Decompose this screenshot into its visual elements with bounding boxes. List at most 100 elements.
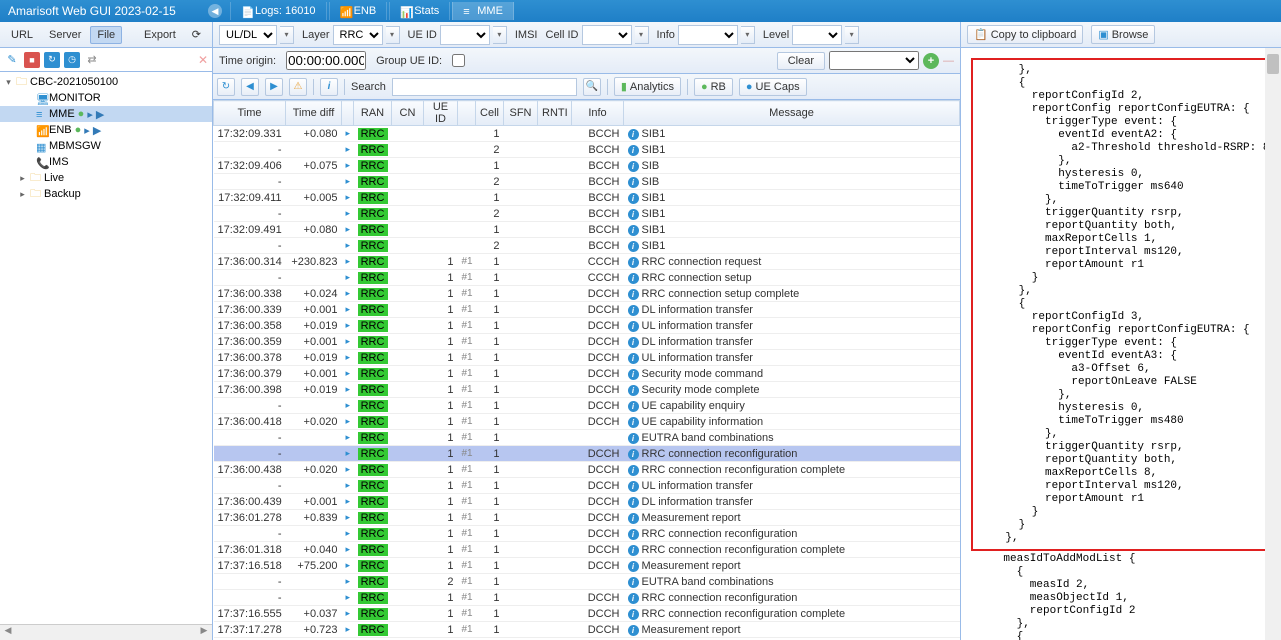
ueid-filter[interactable]: UE ID ▾ [408,25,507,45]
search-input[interactable] [392,78,577,96]
table-row[interactable]: 17:32:09.406+0.075▸RRC1BCCHiSIB [214,158,960,174]
analytics-button[interactable]: ▮Analytics [614,77,681,96]
tab-logs-16010[interactable]: 📄Logs: 16010 [230,2,327,20]
copy-clipboard-button[interactable]: 📋Copy to clipboard [967,25,1083,44]
imsi-filter[interactable]: IMSI [515,29,538,41]
cellid-filter[interactable]: Cell ID ▾ [546,25,649,45]
wand-icon[interactable]: ✎ [4,52,20,68]
sidebar-icon-toolbar: ✎ ■ ↻ ◷ ⇄ ✕ [0,48,212,72]
prev-icon[interactable]: ◀ [241,78,259,96]
link-icon[interactable]: ⇄ [84,52,100,68]
table-row[interactable]: 17:36:00.359+0.001▸RRC1#11DCCHiDL inform… [214,334,960,350]
table-row[interactable]: -▸RRC1#11CCCHiRRC connection setup [214,270,960,286]
info-icon: i [628,193,639,204]
col-header-time-diff[interactable]: Time diff [286,101,342,126]
table-row[interactable]: -▸RRC1#11DCCHiRRC connection reconfigura… [214,590,960,606]
table-row[interactable]: 17:36:00.438+0.020▸RRC1#11DCCHiRRC conne… [214,462,960,478]
table-row[interactable]: -▸RRC1#11DCCHiRRC connection reconfigura… [214,526,960,542]
col-header-info[interactable]: Info [572,101,624,126]
table-row[interactable]: 17:36:00.314+230.823▸RRC1#11CCCHiRRC con… [214,254,960,270]
uecaps-button[interactable]: ●UE Caps [739,78,807,96]
detail-code-wrap[interactable]: }, { reportConfigId 2, reportConfig repo… [961,48,1281,640]
table-row[interactable]: 17:32:09.491+0.080▸RRC1BCCHiSIB1 [214,222,960,238]
tab-stats[interactable]: 📊Stats [389,2,450,20]
add-filter-icon[interactable]: + [923,53,939,69]
col-header-arrow[interactable] [342,101,354,126]
uldl-filter[interactable]: UL/DL▾ [219,25,294,45]
next-icon[interactable]: ▶ [265,78,283,96]
table-row[interactable]: 17:36:00.439+0.001▸RRC1#11DCCHiDL inform… [214,494,960,510]
table-row[interactable]: -▸RRC2#11iEUTRA band combinations [214,574,960,590]
table-row[interactable]: 17:32:09.331+0.080▸RRC1BCCHiSIB1 [214,126,960,142]
table-row[interactable]: 17:36:01.278+0.839▸RRC1#11DCCHiMeasureme… [214,510,960,526]
time-origin-input[interactable] [286,51,366,70]
tree-node-monitor[interactable]: 🖥 MONITOR [0,90,212,106]
clear-history[interactable] [829,51,919,70]
col-header-ue-id[interactable]: UE ID [424,101,458,126]
file-button[interactable]: File [90,26,122,44]
tab-enb[interactable]: 📶ENB [329,2,388,20]
layer-filter[interactable]: Layer RRC▾ [302,25,400,45]
url-button[interactable]: URL [4,26,40,44]
col-header-cell[interactable]: Cell [476,101,504,126]
clear-button[interactable]: Clear [777,52,825,70]
rb-button[interactable]: ●RB [694,78,733,96]
col-header-cn[interactable]: CN [392,101,424,126]
table-row[interactable]: 17:37:17.278+0.723▸RRC1#11DCCHiMeasureme… [214,622,960,638]
info-filter[interactable]: Info ▾ [657,25,755,45]
table-row[interactable]: -▸RRC1#11DCCHiUL information transfer [214,478,960,494]
warning-icon[interactable]: ⚠ [289,78,307,96]
remove-filter-icon[interactable]: — [943,55,954,67]
info-icon: i [628,497,639,508]
table-row[interactable]: -▸RRC2BCCHiSIB1 [214,142,960,158]
col-header-message[interactable]: Message [624,101,960,126]
col-header-time[interactable]: Time [214,101,286,126]
table-row[interactable]: 17:36:00.358+0.019▸RRC1#11DCCHiUL inform… [214,318,960,334]
table-row[interactable]: -▸RRC2BCCHiSIB [214,174,960,190]
refresh-icon[interactable]: ⟳ [185,25,208,44]
export-button[interactable]: Export [137,26,183,44]
tree-node-mme[interactable]: ≡ MME ●▸ ▶ [0,106,212,122]
refresh-grid-icon[interactable]: ↻ [217,78,235,96]
sidebar-scrollbar[interactable]: ◀▶ [0,624,212,640]
table-row[interactable]: -▸RRC2BCCHiSIB1 [214,206,960,222]
info-nav-icon[interactable]: i [320,78,338,96]
tree-node-backup[interactable]: ▸🗀 Backup [0,186,212,202]
tree-node-mbmsgw[interactable]: ▦ MBMSGW [0,138,212,154]
server-button[interactable]: Server [42,26,88,44]
table-row[interactable]: 17:36:00.378+0.019▸RRC1#11DCCHiUL inform… [214,350,960,366]
level-filter[interactable]: Level ▾ [763,25,859,45]
table-row[interactable]: -▸RRC1#11DCCHiUE capability enquiry [214,398,960,414]
table-row[interactable]: -▸RRC2BCCHiSIB1 [214,238,960,254]
table-row[interactable]: 17:36:00.379+0.001▸RRC1#11DCCHiSecurity … [214,366,960,382]
log-panel: UL/DL▾ Layer RRC▾ UE ID ▾ IMSI Cell ID ▾… [213,22,961,640]
tree-node-cbc-2021050100[interactable]: ▾🗀 CBC-2021050100 [0,74,212,90]
table-row[interactable]: 17:37:16.555+0.037▸RRC1#11DCCHiRRC conne… [214,606,960,622]
tree-node-enb[interactable]: 📶 ENB ●▸ ▶ [0,122,212,138]
group-ueid-checkbox[interactable] [452,54,465,67]
table-row[interactable]: 17:37:16.518+75.200▸RRC1#11DCCHiMeasurem… [214,558,960,574]
close-icon[interactable]: ✕ [198,53,208,67]
browse-button[interactable]: ▣Browse [1091,25,1155,44]
col-header-rnti[interactable]: RNTI [538,101,572,126]
tab-mme[interactable]: ≡MME [452,2,514,20]
table-row[interactable]: -▸RRC1#11DCCHiRRC connection reconfigura… [214,446,960,462]
table-row[interactable]: 17:36:00.338+0.024▸RRC1#11DCCHiRRC conne… [214,286,960,302]
table-row[interactable]: 17:36:00.418+0.020▸RRC1#11DCCHiUE capabi… [214,414,960,430]
col-header-arrow[interactable] [458,101,476,126]
binoculars-icon[interactable]: 🔍 [583,78,601,96]
detail-scrollbar[interactable] [1265,48,1281,640]
table-row[interactable]: 17:32:09.411+0.005▸RRC1BCCHiSIB1 [214,190,960,206]
table-row[interactable]: -▸RRC1#11iEUTRA band combinations [214,430,960,446]
table-row[interactable]: 17:36:00.398+0.019▸RRC1#11DCCHiSecurity … [214,382,960,398]
table-row[interactable]: 17:36:00.339+0.001▸RRC1#11DCCHiDL inform… [214,302,960,318]
table-row[interactable]: 17:36:01.318+0.040▸RRC1#11DCCHiRRC conne… [214,542,960,558]
collapse-sidebar-icon[interactable]: ◀ [208,4,222,18]
stop-icon[interactable]: ■ [24,52,40,68]
log-grid-wrap[interactable]: TimeTime diff RANCNUE ID CellSFNRNTIInfoMe… [213,100,960,640]
col-header-ran[interactable]: RAN [354,101,392,126]
reload-icon[interactable]: ↻ [44,52,60,68]
server-tree: ▾🗀 CBC-2021050100🖥 MONITOR≡ MME ●▸ ▶📶 EN… [0,72,212,624]
clock-icon[interactable]: ◷ [64,52,80,68]
col-header-sfn[interactable]: SFN [504,101,538,126]
